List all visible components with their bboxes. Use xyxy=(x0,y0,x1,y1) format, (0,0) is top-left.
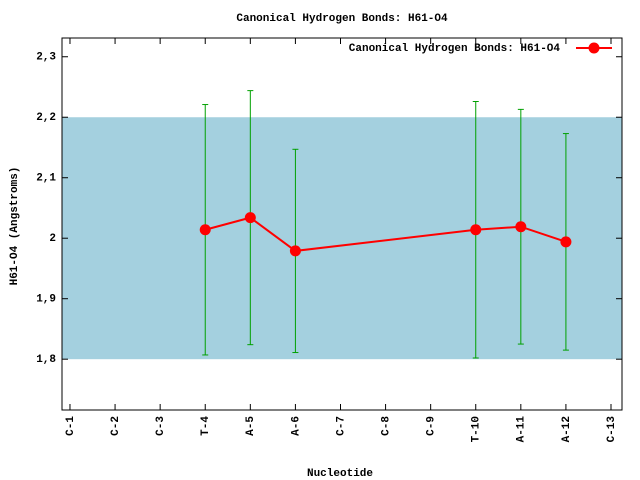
y-tick-label: 2,1 xyxy=(36,173,56,185)
y-axis-label: H61-O4 (Angstroms) xyxy=(9,167,21,286)
x-tick-label: A-12 xyxy=(561,416,573,442)
x-tick-label: C-7 xyxy=(335,416,347,436)
x-tick-label: A-6 xyxy=(290,416,302,436)
y-tick-label: 2,3 xyxy=(36,52,56,64)
y-tick-label: 2 xyxy=(49,233,56,245)
x-tick-label: A-5 xyxy=(245,416,257,436)
x-tick-label: A-11 xyxy=(516,416,528,443)
x-tick-label: C-2 xyxy=(110,416,122,436)
reference-band xyxy=(62,117,622,360)
x-tick-label: C-9 xyxy=(426,416,438,436)
chart-title: Canonical Hydrogen Bonds: H61-O4 xyxy=(236,13,448,25)
x-tick-label: T-4 xyxy=(200,416,212,436)
x-tick-label: C-8 xyxy=(380,416,392,436)
x-tick-label: T-10 xyxy=(471,416,483,442)
data-point xyxy=(560,236,572,248)
data-point xyxy=(289,245,301,257)
x-axis-label: Nucleotide xyxy=(307,468,373,480)
plot-frame xyxy=(61,37,623,411)
y-tick-label: 2,2 xyxy=(36,112,56,124)
data-point xyxy=(199,224,211,236)
x-tick-label: C-3 xyxy=(155,416,167,436)
x-tick-label: C-13 xyxy=(606,416,618,443)
x-tick-label: C-1 xyxy=(65,416,77,436)
series-line xyxy=(204,216,567,252)
data-point xyxy=(515,221,527,233)
data-point xyxy=(244,212,256,224)
y-tick-label: 1,9 xyxy=(36,294,56,306)
y-tick-label: 1,8 xyxy=(36,354,56,366)
legend-label: Canonical Hydrogen Bonds: H61-O4 xyxy=(349,43,561,55)
legend-marker xyxy=(588,42,600,54)
data-point xyxy=(470,224,482,236)
